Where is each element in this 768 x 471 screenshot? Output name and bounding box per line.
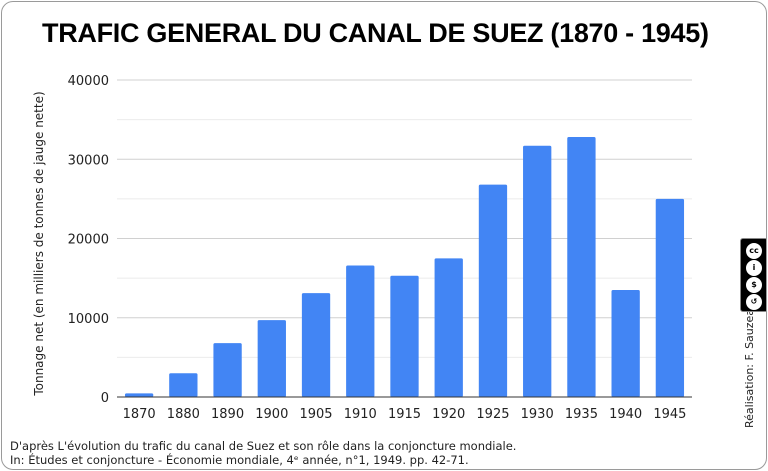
bar-1930 bbox=[523, 145, 552, 397]
x-tick-label: 1900 bbox=[255, 407, 288, 422]
x-tick-label: 1940 bbox=[609, 407, 642, 422]
cc-icon: cc bbox=[745, 242, 763, 260]
x-tick-label: 1945 bbox=[653, 407, 686, 422]
y-tick-label: 0 bbox=[101, 391, 109, 406]
y-axis-label: Tonnage net (en milliers de tonnes de ja… bbox=[32, 91, 46, 396]
sa-icon: ↺ bbox=[745, 293, 763, 311]
x-tick-label: 1915 bbox=[388, 407, 421, 422]
x-tick-label: 1870 bbox=[123, 407, 156, 422]
bar-1880 bbox=[169, 373, 198, 397]
y-tick-label: 40000 bbox=[68, 74, 109, 89]
by-icon: i bbox=[745, 259, 763, 277]
bar-1920 bbox=[434, 258, 463, 397]
bar-1905 bbox=[301, 293, 331, 397]
x-tick-label: 1930 bbox=[521, 407, 554, 422]
bar-1870 bbox=[124, 393, 154, 397]
bar-1890 bbox=[213, 343, 242, 397]
x-tick-label: 1905 bbox=[299, 407, 332, 422]
source-citation-line-1: D'après L'évolution du trafic du canal d… bbox=[10, 439, 517, 453]
x-tick-label: 1935 bbox=[565, 407, 598, 422]
bar-1935 bbox=[567, 137, 596, 397]
bar-1945 bbox=[655, 198, 685, 397]
y-tick-label: 30000 bbox=[68, 153, 109, 168]
x-tick-label: 1920 bbox=[432, 407, 465, 422]
x-tick-label: 1910 bbox=[344, 407, 377, 422]
y-tick-label: 10000 bbox=[68, 312, 109, 327]
x-tick-label: 1880 bbox=[167, 407, 200, 422]
bar-1925 bbox=[478, 184, 508, 397]
nc-icon: $ bbox=[745, 276, 763, 294]
source-citation-line-2: In: Études et conjoncture - Économie mon… bbox=[10, 453, 469, 467]
bar-1940 bbox=[611, 290, 640, 397]
bar-1915 bbox=[390, 275, 419, 397]
bar-1900 bbox=[257, 320, 286, 397]
x-tick-label: 1890 bbox=[211, 407, 244, 422]
y-tick-label: 20000 bbox=[68, 233, 109, 248]
cc-license-badge[interactable]: cc i $ ↺ bbox=[740, 238, 766, 312]
bar-1910 bbox=[346, 265, 375, 397]
chart-title: TRAFIC GENERAL DU CANAL DE SUEZ (1870 - … bbox=[42, 18, 709, 48]
x-tick-label: 1925 bbox=[476, 407, 509, 422]
